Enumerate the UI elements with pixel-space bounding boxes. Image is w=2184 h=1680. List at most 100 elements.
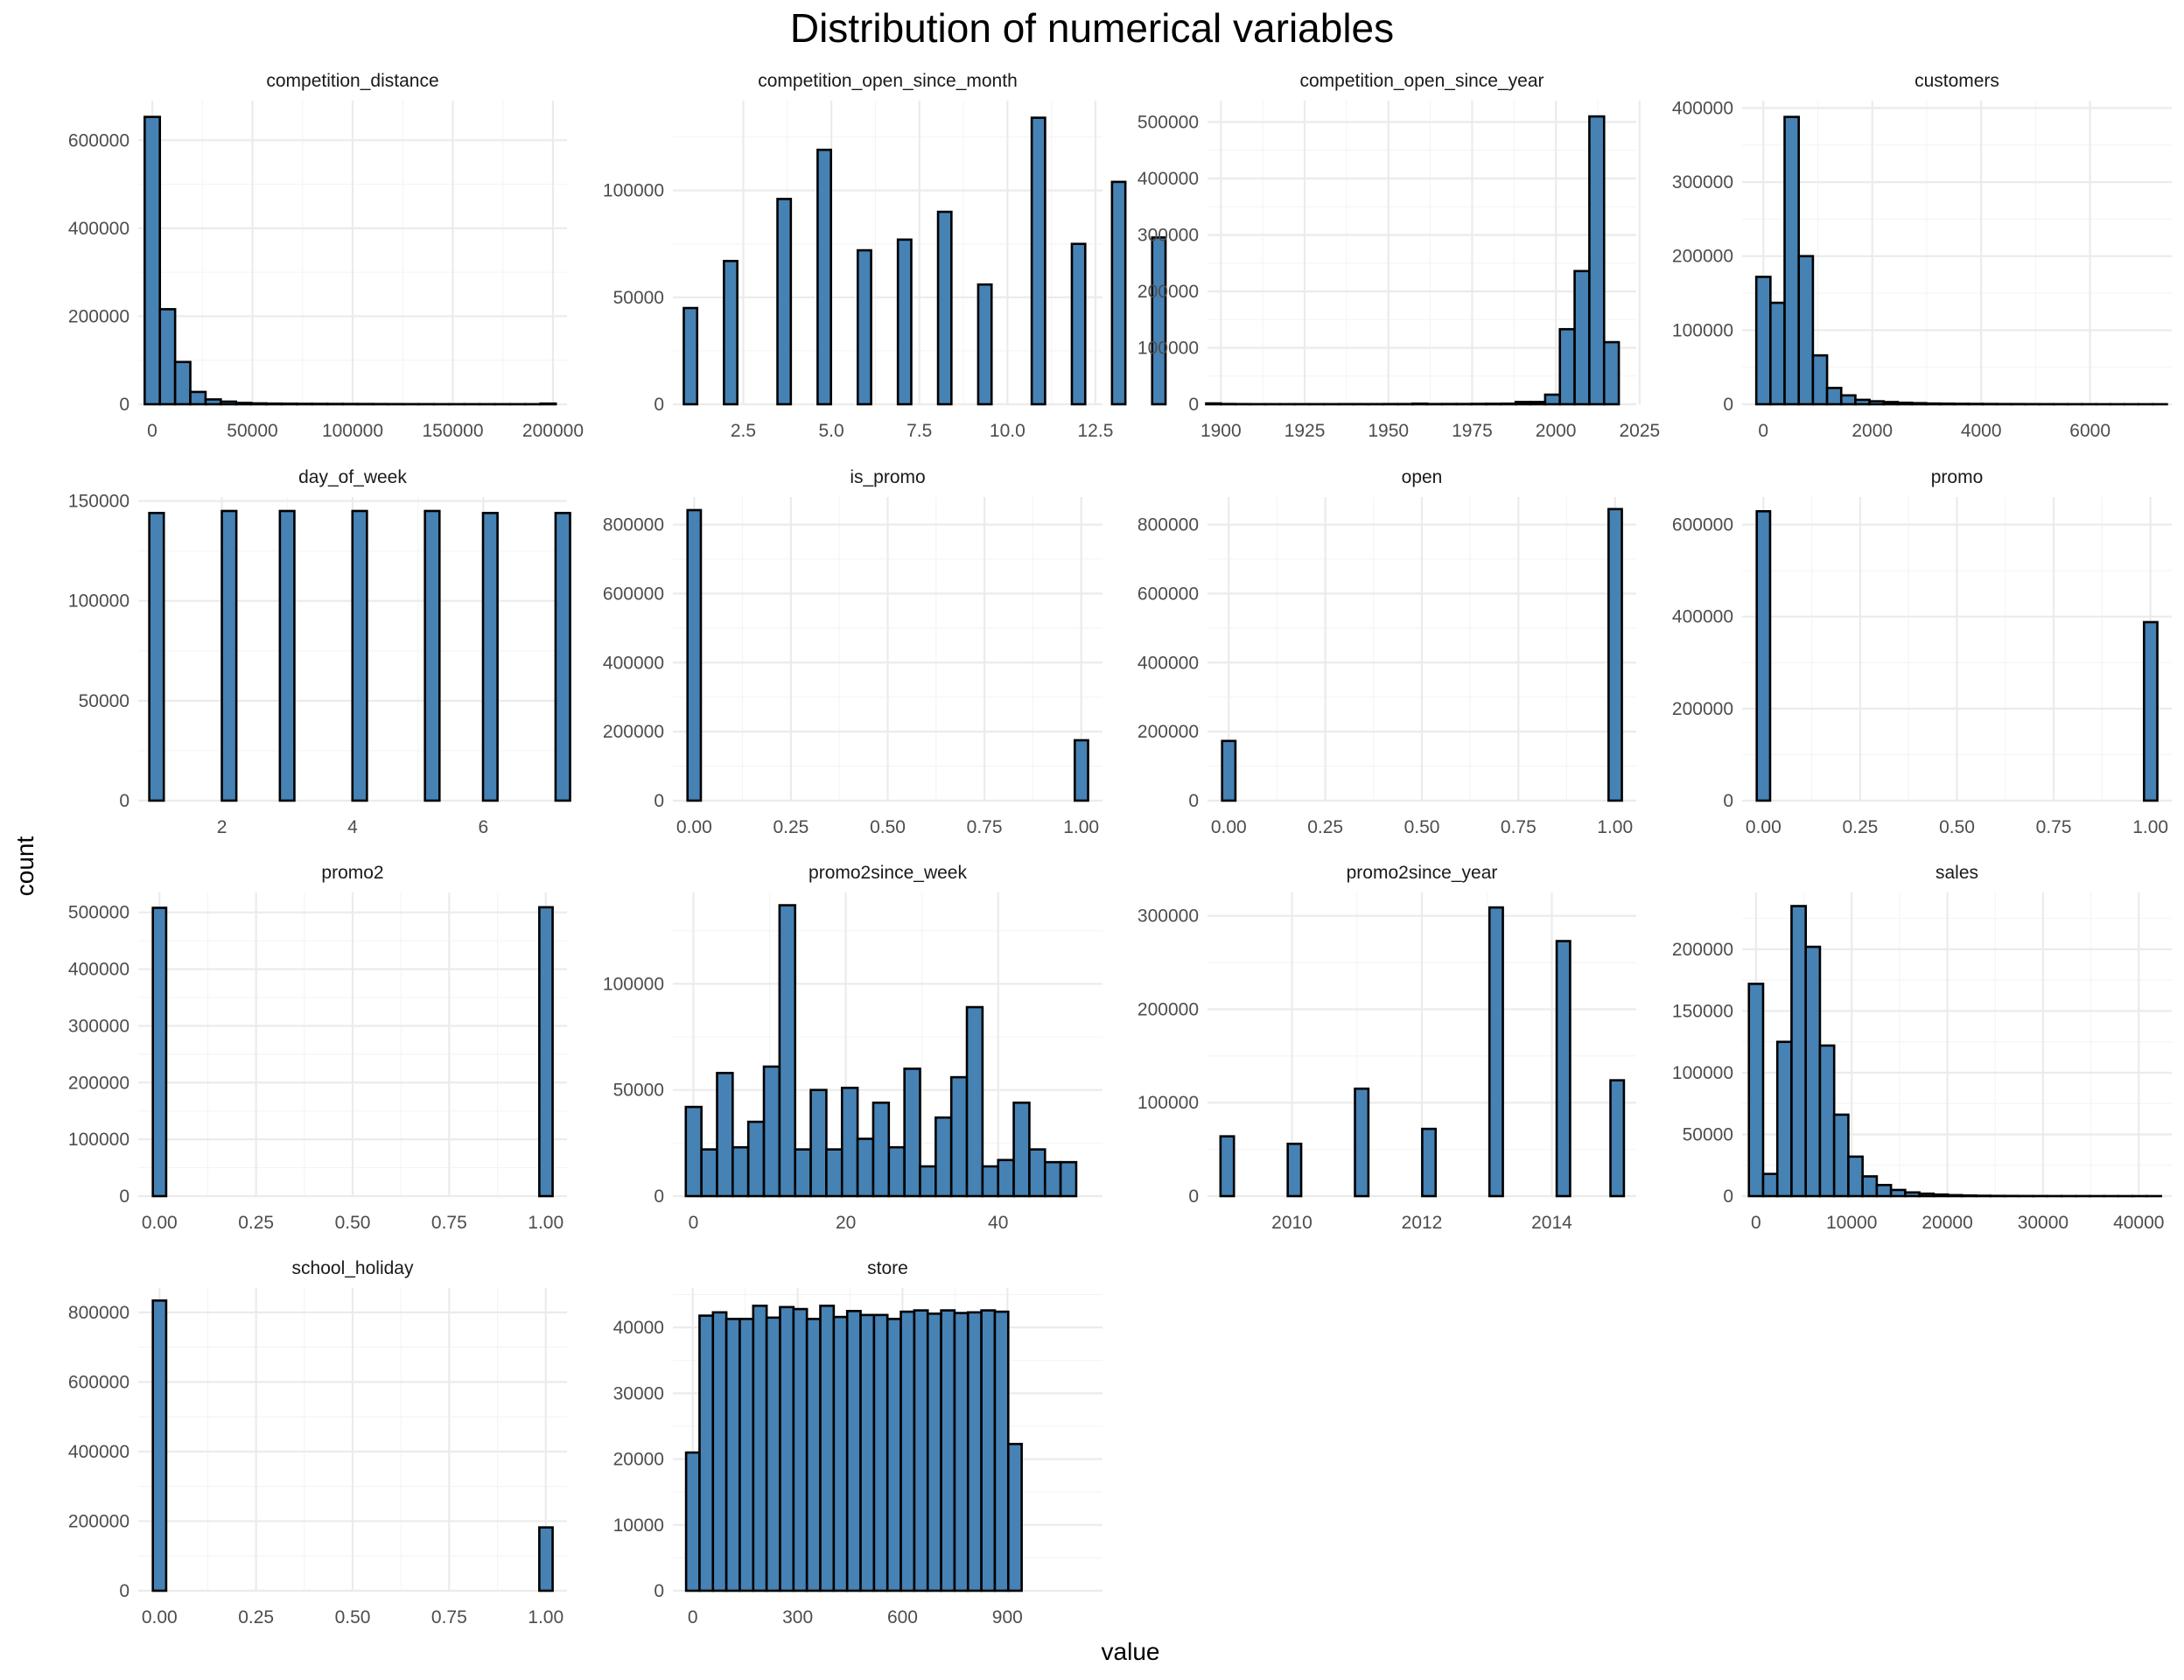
histogram-bar [144, 116, 162, 406]
histogram-bar [234, 402, 253, 406]
y-axis-title: count [11, 836, 38, 897]
x-tick-label: 0.25 [773, 817, 808, 837]
histogram-bar [936, 210, 953, 406]
histogram-bar [1961, 1194, 1978, 1198]
histogram-bar [1059, 1160, 1078, 1198]
y-tick-label: 600000 [603, 584, 664, 604]
x-tick-label: 1900 [1200, 421, 1242, 441]
histogram-bar [296, 402, 314, 406]
histogram-bar [249, 402, 268, 406]
histogram-bar [1073, 738, 1089, 802]
x-tick-label: 2000 [1536, 421, 1577, 441]
histogram-bar [278, 509, 296, 802]
histogram-bar [481, 511, 499, 802]
histogram-bar [220, 509, 238, 802]
x-tick-label: 0 [688, 1607, 698, 1628]
facet-strip-label: day_of_week [298, 467, 407, 487]
y-tick-label: 10000 [613, 1516, 664, 1536]
histogram-bar [872, 1101, 891, 1198]
facet-strip-label: promo2 [321, 863, 383, 883]
histogram-bar [993, 1310, 1010, 1592]
histogram-bar [1602, 340, 1620, 406]
y-tick-label: 0 [654, 1186, 664, 1207]
x-tick-label: 0.25 [1842, 817, 1878, 837]
x-tick-label: 4 [347, 817, 358, 837]
histogram-bar [1932, 1193, 1950, 1198]
facet-strip-label: school_holiday [292, 1258, 414, 1278]
histogram-bar [896, 238, 913, 406]
x-tick-label: 100000 [322, 421, 383, 441]
histogram-bar [1946, 1194, 1964, 1198]
histogram-bar [816, 148, 833, 406]
panel-promo2since_week: 0 20 40 0 50000 100000 promo2since_week [603, 863, 1102, 1233]
histogram-bar [845, 1310, 862, 1592]
y-tick-label: 0 [1188, 395, 1199, 415]
histogram-bar [1607, 508, 1623, 802]
histogram-bar [554, 511, 571, 802]
histogram-bar [716, 1071, 734, 1198]
y-tick-label: 50000 [613, 288, 664, 308]
panel-sales: 0 10000 20000 30000 40000 0 50000 100000 150000 2… [1672, 863, 2172, 1233]
y-tick-label: 0 [119, 791, 130, 811]
y-tick-label: 0 [1723, 791, 1733, 811]
y-tick-label: 0 [1188, 1186, 1199, 1207]
y-tick-label: 500000 [1138, 113, 1199, 133]
y-tick-label: 400000 [68, 219, 130, 239]
x-tick-label: 0 [689, 1213, 699, 1233]
histogram-bar [913, 1309, 929, 1592]
histogram-bar [887, 1145, 906, 1198]
histogram-bar [903, 1068, 921, 1198]
facet-panels: 0 50000 100000 150000 2000000200000400000600… [68, 71, 2172, 1628]
x-tick-label: 2010 [1271, 1213, 1312, 1233]
histogram-bar [684, 1451, 701, 1592]
y-tick-label: 200000 [1672, 699, 1733, 719]
x-tick-label: 0.75 [431, 1213, 467, 1233]
histogram-bar [872, 1313, 889, 1592]
y-tick-label: 0 [654, 791, 664, 811]
y-tick-label: 150000 [68, 492, 130, 512]
y-tick-label: 200000 [1138, 282, 1199, 302]
histogram-bar [856, 1138, 875, 1198]
facet-strip-label: open [1402, 467, 1443, 487]
y-tick-label: 400000 [1138, 169, 1199, 189]
histogram-bar [1012, 1101, 1031, 1198]
y-tick-label: 50000 [613, 1081, 664, 1101]
x-tick-label: 20 [836, 1213, 856, 1233]
histogram-bar [859, 1313, 876, 1592]
x-tick-label: 0.75 [1501, 817, 1536, 837]
histogram-bar [805, 1318, 822, 1592]
x-tick-label: 600 [887, 1607, 918, 1628]
x-tick-label: 2.5 [731, 421, 756, 441]
y-tick-label: 600000 [68, 1372, 130, 1392]
y-tick-label: 0 [119, 1581, 130, 1601]
x-tick-label: 2000 [1852, 421, 1893, 441]
x-tick-label: 1925 [1284, 421, 1326, 441]
histogram-bar [1030, 116, 1046, 406]
histogram-bar [1485, 402, 1502, 406]
histogram-bar [934, 1116, 953, 1198]
y-tick-label: 200000 [68, 306, 130, 326]
histogram-bar [1761, 1172, 1779, 1198]
histogram-bar [158, 308, 177, 406]
histogram-bar [151, 906, 168, 1198]
histogram-bar [825, 1148, 844, 1198]
histogram-bar [1790, 905, 1807, 1198]
y-tick-label: 0 [654, 395, 664, 415]
y-tick-label: 200000 [1138, 722, 1199, 742]
histogram-bar [738, 1318, 755, 1592]
histogram-bar [809, 1088, 828, 1198]
histogram-bar [1555, 940, 1572, 1198]
y-tick-label: 20000 [613, 1450, 664, 1470]
histogram-bar [220, 400, 238, 406]
x-axis-title: value [1102, 1638, 1160, 1665]
y-tick-label: 600000 [68, 130, 130, 150]
facet-strip-label: competition_open_since_year [1299, 71, 1544, 91]
panel-competition_open_since_month: 2.5 5.0 7.5 10.0 12.5 0 50000 100000 competition… [603, 71, 1167, 441]
histogram-bar [1839, 394, 1857, 406]
histogram-bar [1868, 400, 1886, 406]
panel-competition_distance: 0 50000 100000 150000 200000 0 200000 400000 600… [68, 71, 584, 441]
histogram-bar [1811, 354, 1829, 406]
y-tick-label: 100000 [68, 1130, 130, 1150]
histogram-bar [1205, 402, 1222, 406]
x-tick-label: 0.50 [1404, 817, 1440, 837]
